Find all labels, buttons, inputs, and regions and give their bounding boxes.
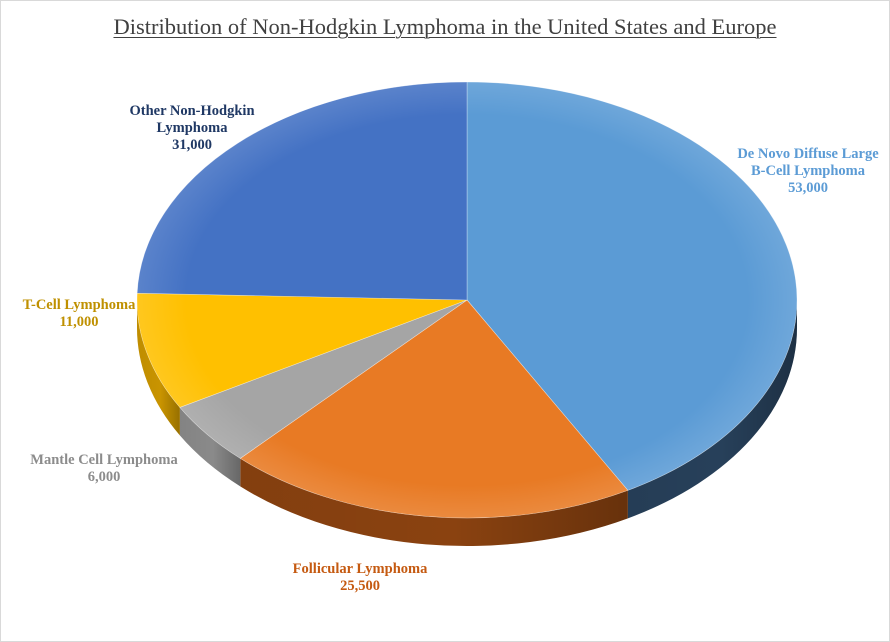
- label-name-line: Lymphoma: [156, 120, 228, 136]
- label-name-line: Follicular Lymphoma: [292, 561, 428, 577]
- data-label-follicular: Follicular Lymphoma 25,500: [250, 561, 470, 595]
- pie-tops: [136, 81, 798, 519]
- label-value: 31,000: [172, 137, 212, 153]
- pie-top-gloss: [137, 82, 797, 518]
- label-name-line: T-Cell Lymphoma: [22, 297, 136, 313]
- label-value: 11,000: [59, 314, 99, 330]
- label-name-line: Other Non-Hodgkin: [129, 103, 255, 119]
- pie-side-shade: [627, 300, 797, 519]
- data-label-t-cell: T-Cell Lymphoma 11,000: [4, 297, 154, 331]
- pie-side-shade: [137, 300, 180, 436]
- label-value: 6,000: [87, 469, 121, 485]
- data-label-mantle-cell: Mantle Cell Lymphoma 6,000: [14, 452, 194, 486]
- pie-side-shade: [240, 458, 628, 546]
- label-value: 53,000: [788, 180, 828, 196]
- label-name-line: Mantle Cell Lymphoma: [30, 452, 178, 468]
- pie-side-shade: [179, 407, 241, 487]
- data-label-other-nhl: Other Non-Hodgkin Lymphoma 31,000: [112, 103, 272, 154]
- pie-sides: [137, 300, 797, 546]
- label-name-line: De Novo Diffuse Large: [737, 146, 879, 162]
- data-label-dlbcl: De Novo Diffuse Large B-Cell Lymphoma 53…: [716, 146, 890, 197]
- label-value: 25,500: [340, 578, 380, 594]
- label-name-line: B-Cell Lymphoma: [751, 163, 865, 179]
- chart-title: Distribution of Non-Hodgkin Lymphoma in …: [113, 14, 777, 39]
